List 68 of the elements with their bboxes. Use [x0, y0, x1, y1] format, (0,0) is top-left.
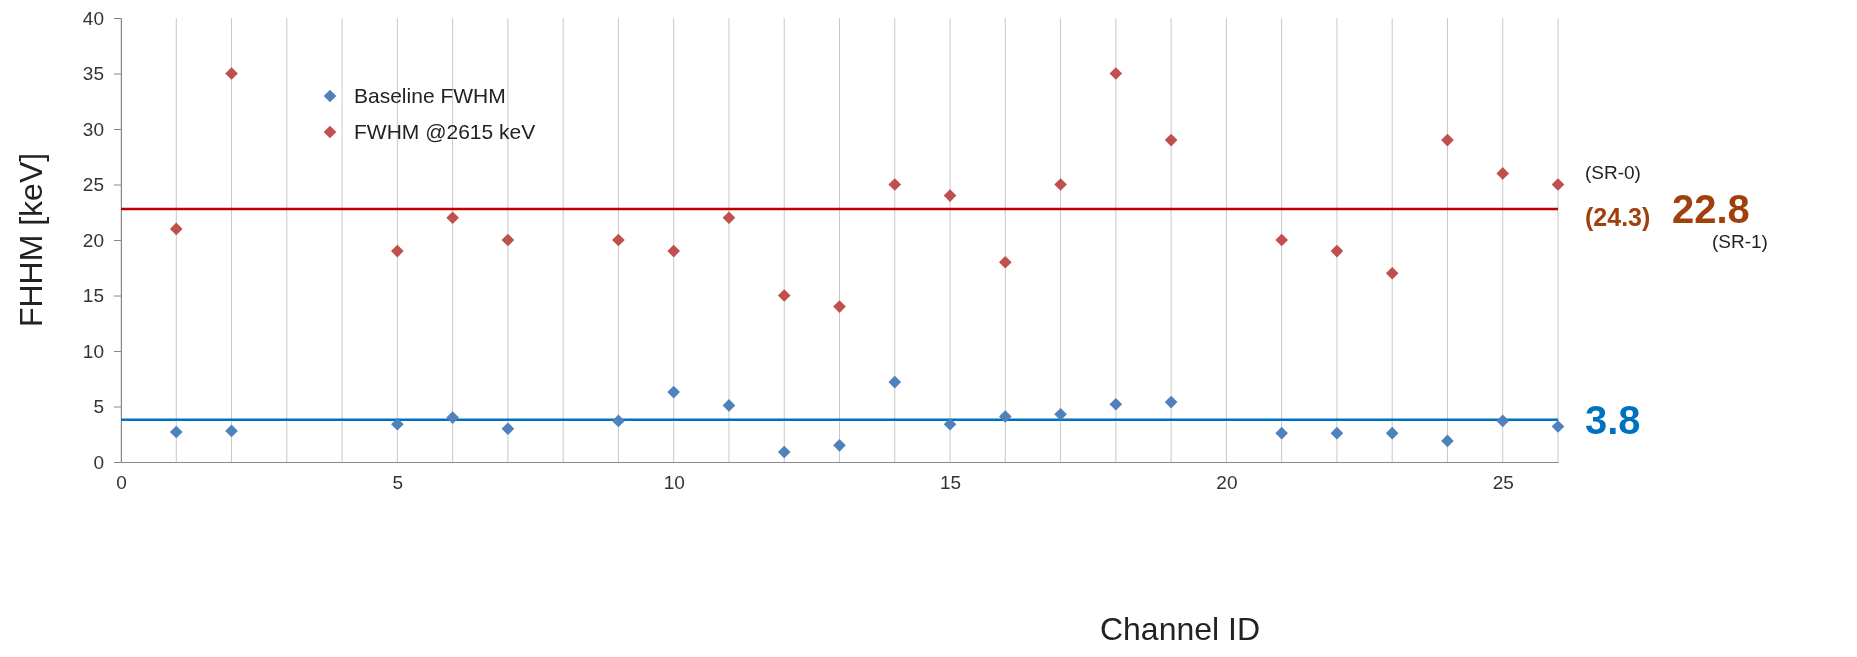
point [998, 255, 1012, 269]
point [1441, 434, 1454, 448]
y-axis-title: FHHM [keV] [13, 152, 49, 328]
point [1054, 178, 1067, 191]
y-tick-label: 15 [82, 285, 104, 307]
point [225, 67, 238, 80]
y-tick-label: 30 [82, 118, 104, 140]
text: (24.3) [1585, 202, 1651, 231]
x-tick-label: 20 [1216, 472, 1238, 494]
point [722, 399, 736, 412]
point [1109, 67, 1123, 80]
point [777, 289, 791, 302]
point [1496, 414, 1510, 428]
point [1385, 426, 1399, 440]
point [1330, 426, 1344, 440]
point [1054, 407, 1067, 421]
point [998, 410, 1012, 423]
point [833, 439, 846, 452]
point [1385, 266, 1399, 280]
point [1164, 133, 1178, 147]
point [501, 422, 515, 436]
point [225, 424, 238, 438]
y-tick-label: 0 [93, 451, 104, 473]
point [777, 445, 791, 459]
y-tick-label: 5 [93, 396, 104, 418]
point [1551, 178, 1565, 191]
point [943, 417, 957, 431]
ref-line-label: 22.8 [1672, 186, 1750, 231]
point [667, 244, 681, 258]
point [888, 178, 902, 191]
point [667, 385, 681, 399]
point [833, 300, 846, 313]
point [446, 211, 459, 225]
point [169, 222, 183, 236]
point [1441, 133, 1454, 147]
point [391, 417, 404, 431]
point [612, 414, 625, 428]
y-tick-label: 25 [82, 174, 104, 196]
point [1164, 395, 1178, 409]
point [612, 233, 625, 247]
x-tick-label: 25 [1492, 472, 1514, 494]
x-tick-label: 10 [663, 472, 685, 494]
point [888, 375, 902, 389]
x-tick-label: 15 [939, 472, 962, 494]
legend-label: Baseline FWHM [354, 84, 506, 107]
y-tick-label: 40 [82, 7, 104, 29]
legend-label: FWHM @2615 keV [354, 120, 536, 143]
x-tick-label: 5 [392, 472, 404, 494]
point [722, 211, 736, 225]
point [1330, 244, 1344, 258]
ref-line-label: 3.8 [1585, 397, 1641, 442]
point [1496, 167, 1510, 180]
text: (SR-1) [1712, 230, 1768, 252]
y-tick-label: 35 [82, 63, 104, 85]
x-tick-label: 0 [116, 472, 127, 494]
text: (SR-0) [1585, 161, 1641, 183]
point [501, 233, 515, 247]
x-axis-title: Channel ID [1099, 611, 1261, 647]
point [169, 425, 183, 439]
y-tick-label: 10 [82, 340, 104, 362]
y-tick-label: 20 [82, 229, 104, 251]
point [1275, 233, 1288, 247]
point [1109, 397, 1123, 411]
point [391, 244, 404, 258]
point [1551, 420, 1565, 433]
point [1275, 426, 1288, 440]
point [943, 189, 957, 202]
point [446, 411, 459, 424]
